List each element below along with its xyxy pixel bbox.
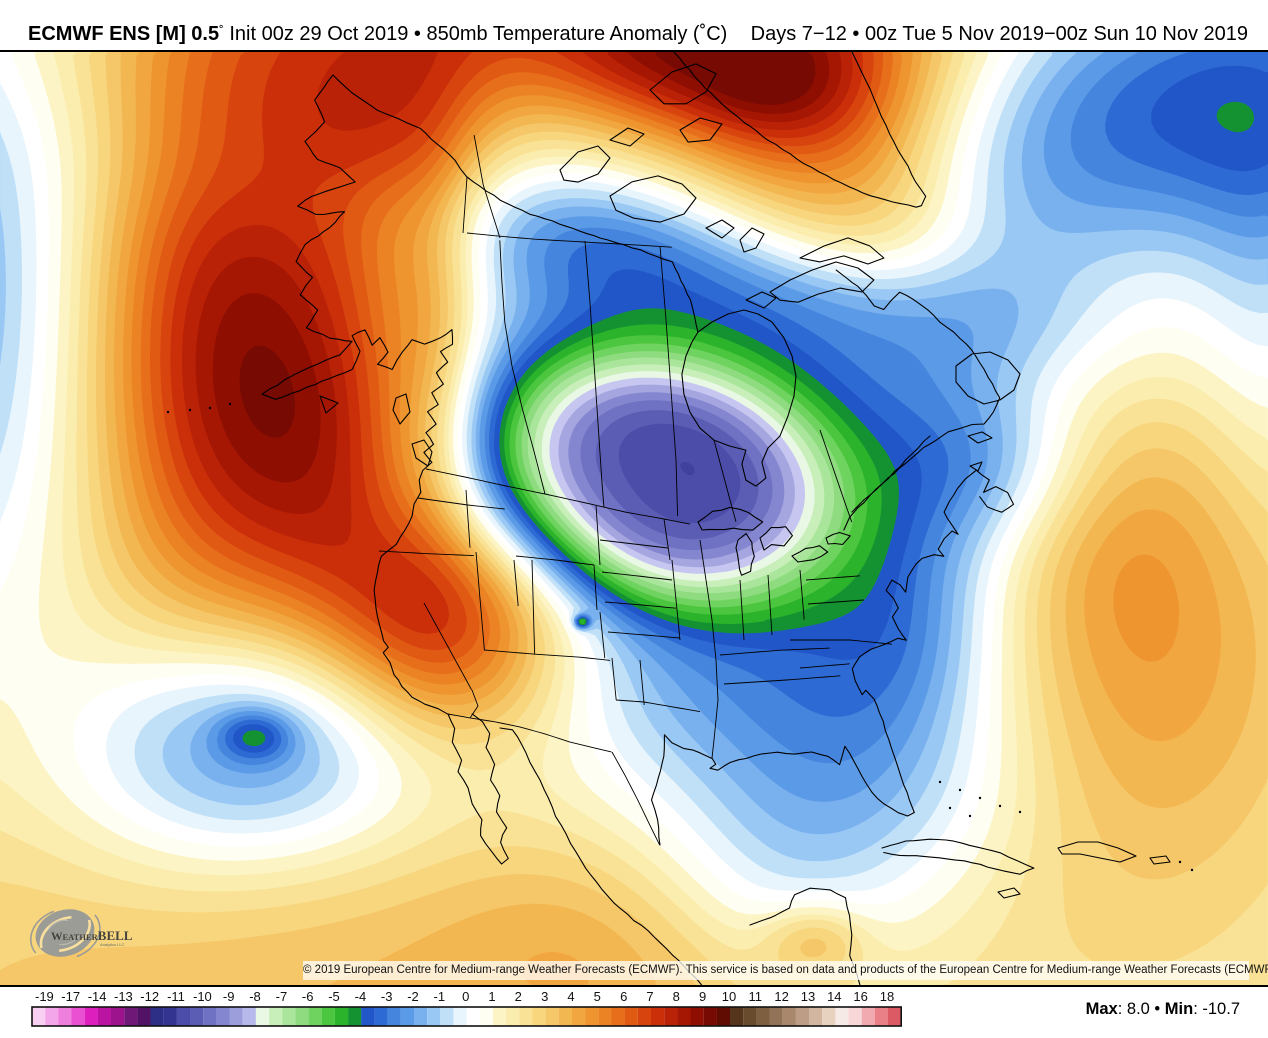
svg-text:WEATHERBELL: WEATHERBELL [51,928,133,943]
svg-text:Analytics LLC: Analytics LLC [100,942,125,947]
